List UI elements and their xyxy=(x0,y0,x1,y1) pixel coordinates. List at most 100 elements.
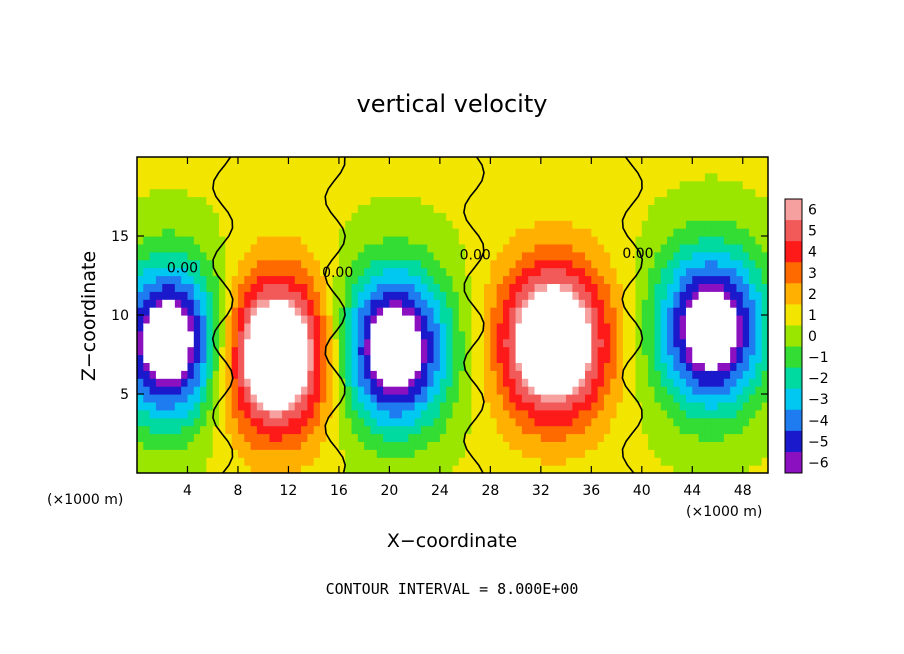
field-cell xyxy=(521,457,529,466)
field-cell xyxy=(446,409,454,419)
field-cell xyxy=(149,204,157,213)
field-cell xyxy=(345,330,353,340)
field-cell xyxy=(351,433,359,442)
field-cell xyxy=(420,172,428,182)
field-cell xyxy=(490,449,498,458)
field-cell xyxy=(187,409,195,419)
field-cell xyxy=(433,157,441,166)
field-cell xyxy=(477,275,485,284)
field-cell xyxy=(307,188,315,198)
field-cell xyxy=(162,449,170,458)
field-cell xyxy=(484,172,491,182)
field-cell xyxy=(622,378,630,387)
field-cell xyxy=(256,330,264,340)
field-cell xyxy=(288,346,296,356)
field-cell xyxy=(521,401,529,411)
field-cell xyxy=(761,354,768,363)
field-cell xyxy=(679,378,687,387)
field-cell xyxy=(370,425,378,435)
field-cell xyxy=(181,291,189,300)
field-cell xyxy=(547,417,555,427)
field-cell xyxy=(168,228,176,237)
field-cell xyxy=(193,220,201,229)
field-cell xyxy=(723,259,731,269)
field-cell xyxy=(692,346,700,356)
field-cell xyxy=(408,188,416,198)
field-cell xyxy=(502,401,510,411)
field-cell xyxy=(692,433,700,442)
field-cell xyxy=(332,220,340,229)
field-cell xyxy=(200,449,208,458)
field-cell xyxy=(477,441,485,450)
field-cell xyxy=(181,196,189,205)
field-cell xyxy=(193,433,201,442)
field-cell xyxy=(256,370,264,379)
field-cell xyxy=(673,338,681,348)
field-cell xyxy=(622,164,630,174)
field-cell xyxy=(395,457,403,466)
field-cell xyxy=(717,433,725,442)
field-cell xyxy=(458,370,466,379)
field-cell xyxy=(200,394,208,403)
field-cell xyxy=(660,220,668,229)
field-cell xyxy=(288,409,296,419)
field-cell xyxy=(408,259,416,269)
field-cell xyxy=(717,157,725,166)
field-cell xyxy=(572,370,580,379)
field-cell xyxy=(168,251,176,261)
field-cell xyxy=(364,378,372,387)
field-cell xyxy=(231,243,239,253)
field-cell xyxy=(736,417,744,427)
field-cell xyxy=(250,307,258,316)
field-cell xyxy=(294,378,302,387)
field-cell xyxy=(162,338,170,348)
field-cell xyxy=(282,409,290,419)
colorbar-swatch xyxy=(785,409,802,432)
field-cell xyxy=(326,220,334,229)
field-cell xyxy=(301,425,308,435)
field-cell xyxy=(635,409,643,419)
field-cell xyxy=(326,449,334,458)
field-cell xyxy=(622,204,630,213)
field-cell xyxy=(616,251,624,261)
field-cell xyxy=(458,409,466,419)
field-cell xyxy=(660,267,668,277)
field-cell xyxy=(149,243,157,253)
field-cell xyxy=(566,425,573,435)
field-cell xyxy=(332,188,340,198)
field-cell xyxy=(641,315,649,324)
field-cell xyxy=(181,330,189,340)
field-cell xyxy=(301,409,308,419)
field-cell xyxy=(742,433,750,442)
field-cell xyxy=(313,228,321,237)
field-cell xyxy=(187,394,195,403)
field-cell xyxy=(515,228,523,237)
field-cell xyxy=(566,338,573,348)
field-cell xyxy=(465,362,473,371)
field-cell xyxy=(383,330,390,340)
field-cell xyxy=(187,370,195,379)
field-cell xyxy=(446,267,454,277)
field-cell xyxy=(597,409,605,419)
field-cell xyxy=(635,283,643,292)
field-cell xyxy=(433,204,441,213)
field-cell xyxy=(269,386,277,395)
field-cell xyxy=(673,354,681,363)
field-cell xyxy=(420,228,428,237)
field-cell xyxy=(578,441,586,450)
field-cell xyxy=(162,196,170,205)
field-cell xyxy=(490,220,498,229)
field-cell xyxy=(345,212,353,221)
field-cell xyxy=(137,243,144,253)
field-cell xyxy=(275,172,283,182)
field-cell xyxy=(256,172,264,182)
field-cell xyxy=(282,291,290,300)
field-cell xyxy=(162,212,170,221)
field-cell xyxy=(629,180,637,190)
field-cell xyxy=(389,228,397,237)
field-cell xyxy=(610,236,618,245)
field-cell xyxy=(654,299,662,308)
field-cell xyxy=(389,465,397,473)
field-cell xyxy=(143,433,151,442)
field-cell xyxy=(187,275,195,284)
